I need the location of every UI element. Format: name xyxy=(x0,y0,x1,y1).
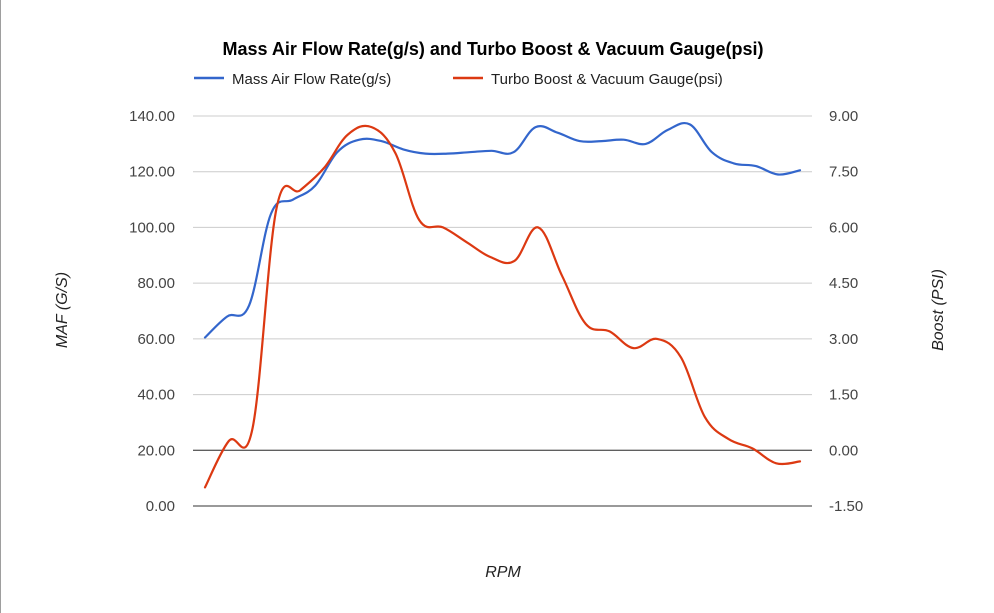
series-lines xyxy=(203,121,802,489)
left-tick-label: 80.00 xyxy=(137,275,175,292)
right-tick-label: 1.50 xyxy=(829,387,858,404)
left-tick-label: 120.00 xyxy=(129,164,175,181)
right-axis-ticks: -1.50 0.00 1.50 3.00 4.50 6.00 7.50 9.00 xyxy=(829,108,863,515)
right-tick-label: -1.50 xyxy=(829,498,863,515)
legend-label-boost: Turbo Boost & Vacuum Gauge(psi) xyxy=(491,71,723,88)
left-tick-label: 20.00 xyxy=(137,442,175,459)
left-tick-label: 100.00 xyxy=(129,219,175,236)
right-tick-label: 9.00 xyxy=(829,108,858,125)
right-tick-label: 0.00 xyxy=(829,442,858,459)
right-tick-label: 3.00 xyxy=(829,331,858,348)
gridlines xyxy=(193,115,812,507)
left-tick-label: 60.00 xyxy=(137,331,175,348)
left-axis-ticks: 0.00 20.00 40.00 60.00 80.00 100.00 120.00 140.… xyxy=(129,108,175,515)
left-tick-label: 0.00 xyxy=(146,498,175,515)
right-tick-label: 4.50 xyxy=(829,275,858,292)
right-tick-label: 7.50 xyxy=(829,164,858,181)
x-axis-title: RPM xyxy=(485,564,521,581)
right-axis-title: Boost (PSI) xyxy=(930,269,947,351)
right-tick-label: 6.00 xyxy=(829,219,858,236)
left-axis-title: MAF (G/S) xyxy=(54,272,71,348)
left-tick-label: 140.00 xyxy=(129,108,175,125)
legend: Mass Air Flow Rate(g/s) Turbo Boost & Va… xyxy=(194,71,723,88)
chart-title: Mass Air Flow Rate(g/s) and Turbo Boost … xyxy=(222,39,763,59)
maf-series-line xyxy=(203,121,802,339)
left-tick-label: 40.00 xyxy=(137,387,175,404)
boost-series-line xyxy=(203,124,802,489)
legend-label-maf: Mass Air Flow Rate(g/s) xyxy=(232,71,391,88)
